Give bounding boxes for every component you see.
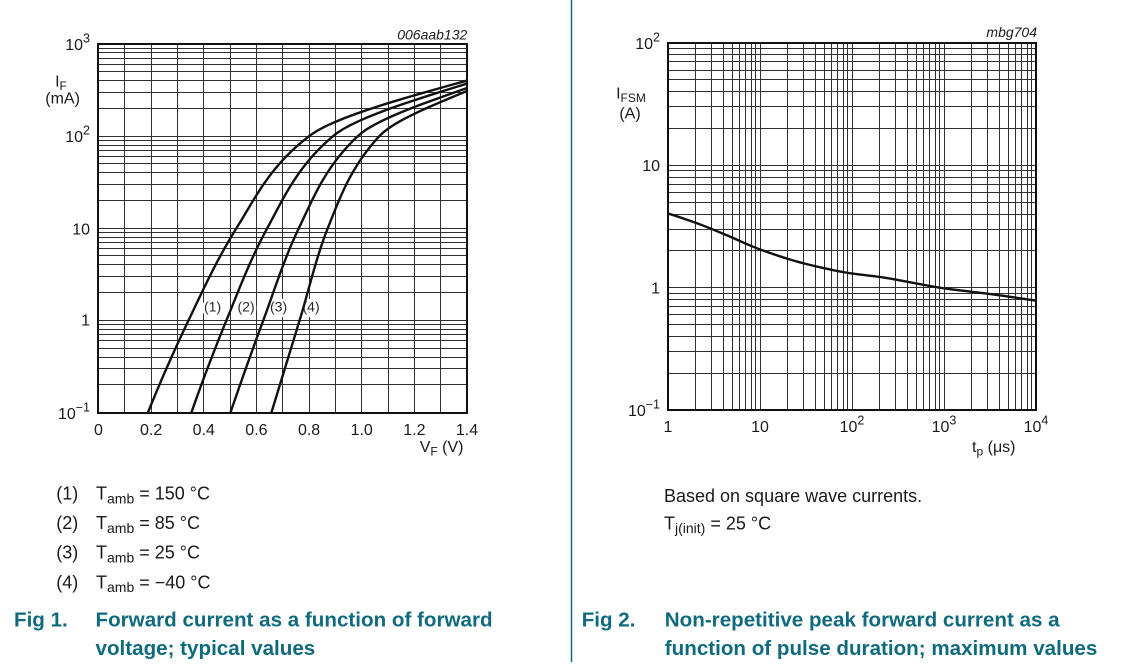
svg-text:1.2: 1.2 (403, 422, 425, 439)
svg-text:1.4: 1.4 (456, 422, 478, 439)
svg-text:10: 10 (642, 158, 660, 175)
svg-text:(1): (1) (204, 299, 221, 315)
svg-text:0.8: 0.8 (298, 422, 320, 439)
svg-text:(2): (2) (238, 299, 255, 315)
svg-text:mbg704: mbg704 (986, 24, 1037, 40)
svg-text:(3): (3) (270, 299, 287, 315)
svg-text:10: 10 (751, 419, 769, 436)
svg-text:(4): (4) (56, 572, 78, 592)
svg-text:1: 1 (651, 281, 660, 298)
svg-text:Fig 1.: Fig 1. (14, 609, 68, 632)
svg-text:Forward current as a function: Forward current as a function of forward (96, 609, 493, 632)
svg-text:0.2: 0.2 (140, 422, 162, 439)
svg-text:Non-repetitive peak forward cu: Non-repetitive peak forward current as a (665, 609, 1060, 632)
svg-text:IF: IF (55, 73, 67, 93)
svg-text:0: 0 (94, 422, 103, 439)
svg-text:1: 1 (664, 419, 673, 436)
svg-text:(2): (2) (56, 513, 78, 533)
svg-text:(A): (A) (619, 106, 640, 123)
svg-text:(3): (3) (56, 543, 78, 563)
svg-text:IFSM: IFSM (616, 86, 646, 106)
svg-text:(1): (1) (56, 484, 78, 504)
svg-text:1.0: 1.0 (351, 422, 373, 439)
svg-text:006aab132: 006aab132 (397, 27, 467, 43)
svg-text:0.6: 0.6 (245, 422, 267, 439)
svg-text:0.4: 0.4 (193, 422, 215, 439)
svg-text:1: 1 (81, 313, 90, 330)
svg-text:tp​ (μs): tp​ (μs) (972, 439, 1015, 459)
svg-text:VF​ (V): VF​ (V) (420, 439, 464, 459)
svg-text:10: 10 (72, 221, 90, 238)
svg-text:Based on square wave currents.: Based on square wave currents. (664, 486, 922, 506)
svg-text:voltage; typical values: voltage; typical values (96, 637, 316, 660)
svg-text:(mA): (mA) (45, 91, 80, 108)
svg-text:Fig 2.: Fig 2. (582, 609, 636, 632)
svg-text:function of pulse duration; ma: function of pulse duration; maximum valu… (665, 637, 1098, 660)
